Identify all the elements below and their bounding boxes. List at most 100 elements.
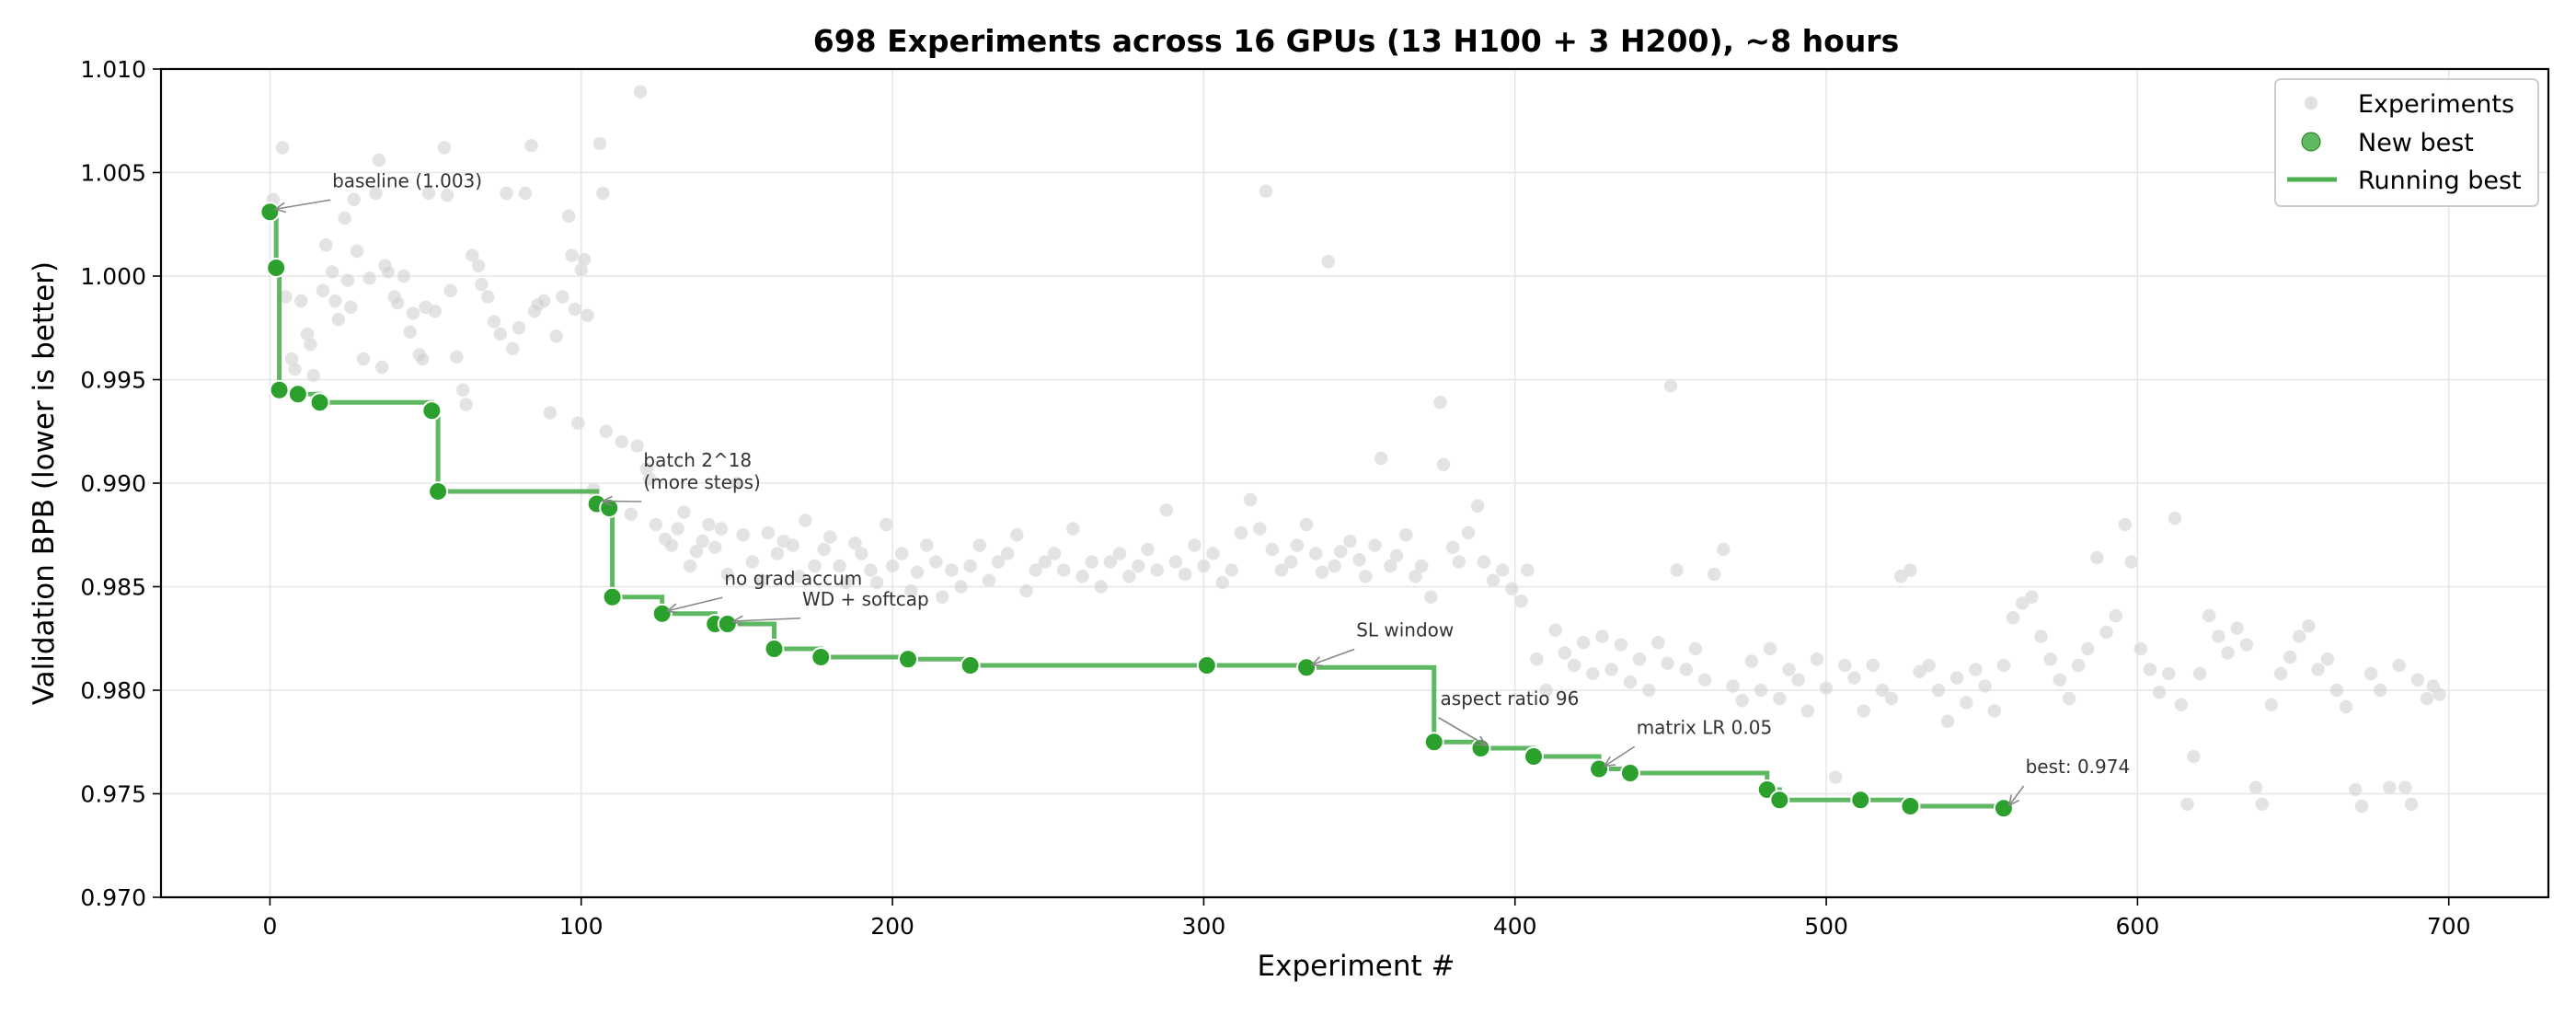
experiment-point — [512, 321, 526, 335]
experiment-point — [480, 290, 495, 304]
experiment-point — [596, 186, 610, 201]
experiment-point — [421, 186, 436, 201]
experiment-point — [677, 505, 691, 519]
experiment-point — [581, 308, 594, 322]
legend-marker-experiments — [2304, 96, 2318, 110]
experiment-point — [1505, 582, 1519, 595]
experiment-point — [920, 538, 934, 552]
y-tick-label: 0.970 — [80, 884, 146, 911]
experiment-point — [1857, 704, 1870, 718]
experiment-point — [1243, 492, 1258, 507]
experiment-point — [2118, 517, 2133, 532]
new-best-point — [1524, 746, 1545, 767]
experiment-point — [2311, 663, 2325, 676]
annotation-arrow — [2008, 785, 2025, 806]
experiment-point — [549, 329, 563, 343]
experiment-point — [1436, 457, 1451, 471]
experiment-point — [1514, 595, 1528, 608]
experiment-point — [991, 555, 1006, 569]
y-axis-label: Validation BPB (lower is better) — [28, 261, 61, 705]
experiment-point — [2090, 550, 2104, 565]
x-axis-label: Experiment # — [1258, 950, 1455, 983]
experiment-point — [1178, 567, 1192, 582]
legend-label-experiments: Experiments — [2358, 90, 2514, 119]
experiment-point — [1558, 646, 1572, 660]
experiment-point — [362, 271, 376, 285]
experiment-point — [1567, 658, 1581, 673]
annotation-arrow — [1311, 648, 1355, 666]
experiment-point — [1828, 770, 1843, 784]
new-best-point — [811, 647, 832, 667]
experiment-point — [2273, 666, 2288, 681]
experiment-point — [2168, 512, 2182, 525]
experiment-point — [2143, 663, 2157, 676]
experiment-point — [381, 265, 396, 279]
experiment-point — [356, 352, 371, 366]
experiment-point — [275, 141, 290, 155]
legend-label-running-best: Running best — [2358, 167, 2522, 195]
experiment-point — [428, 305, 442, 318]
experiment-point — [1763, 641, 1777, 656]
experiment-point — [500, 186, 513, 201]
experiment-point — [1159, 503, 1174, 517]
experiment-point — [730, 476, 744, 491]
experiment-point — [2161, 666, 2176, 681]
annotation-arrowhead — [665, 603, 679, 615]
annotation-label: SL window — [1356, 619, 1454, 641]
experiment-point — [293, 294, 308, 308]
experiment-point — [714, 522, 729, 536]
experiment-point — [1913, 664, 1926, 678]
annotation-label-line2: (more steps) — [643, 471, 760, 493]
annotation-arrow — [275, 199, 331, 211]
experiment-point — [1614, 638, 1628, 652]
experiment-point — [288, 363, 302, 376]
experiment-point — [331, 313, 346, 327]
experiment-point — [1586, 666, 1600, 681]
experiment-point — [2124, 555, 2138, 569]
experiment-point — [904, 583, 918, 598]
experiments-series — [266, 85, 2446, 814]
experiment-point — [1623, 675, 1638, 689]
experiment-point — [1121, 570, 1136, 583]
experiment-point — [649, 517, 663, 532]
experiment-point — [702, 517, 716, 532]
new-best-point — [651, 603, 673, 624]
chart-title: 698 Experiments across 16 GPUs (13 H100 … — [813, 23, 1899, 59]
experiment-point — [571, 416, 585, 430]
experiment-point — [1206, 547, 1220, 560]
experiment-point — [2043, 652, 2057, 666]
experiment-point — [369, 186, 383, 201]
experiment-point — [1290, 538, 1305, 552]
y-tick-label: 1.000 — [80, 263, 146, 290]
experiment-point — [1641, 683, 1656, 698]
experiment-point — [1029, 563, 1042, 577]
new-best-point — [599, 498, 620, 518]
experiment-point — [1328, 559, 1341, 573]
experiment-point — [1399, 528, 1413, 542]
experiment-point — [615, 434, 628, 449]
experiment-point — [1274, 563, 1289, 577]
experiment-point — [1352, 553, 1366, 567]
experiment-point — [720, 567, 735, 582]
experiment-point — [1414, 559, 1429, 573]
experiment-point — [1315, 565, 1329, 579]
experiment-point — [696, 534, 709, 548]
experiment-point — [839, 575, 853, 590]
experiment-point — [2152, 686, 2167, 699]
x-tick-label: 0 — [262, 913, 277, 940]
annotation-label: WD + softcap — [802, 588, 929, 610]
experiment-point — [1632, 652, 1647, 666]
experiment-point — [403, 325, 417, 339]
annotation-arrow — [667, 596, 723, 612]
annotation-arrowhead — [600, 495, 613, 507]
experiment-point — [1047, 547, 1062, 560]
new-best-point — [602, 586, 623, 607]
annotation-arrowhead — [730, 615, 744, 627]
experiment-point — [1651, 636, 1665, 650]
annotation-arrow — [1438, 717, 1487, 746]
experiment-point — [1838, 658, 1852, 673]
experiment-point — [1308, 547, 1323, 560]
experiment-point — [374, 360, 389, 375]
experiment-point — [1884, 691, 1899, 706]
experiment-point — [306, 368, 321, 383]
